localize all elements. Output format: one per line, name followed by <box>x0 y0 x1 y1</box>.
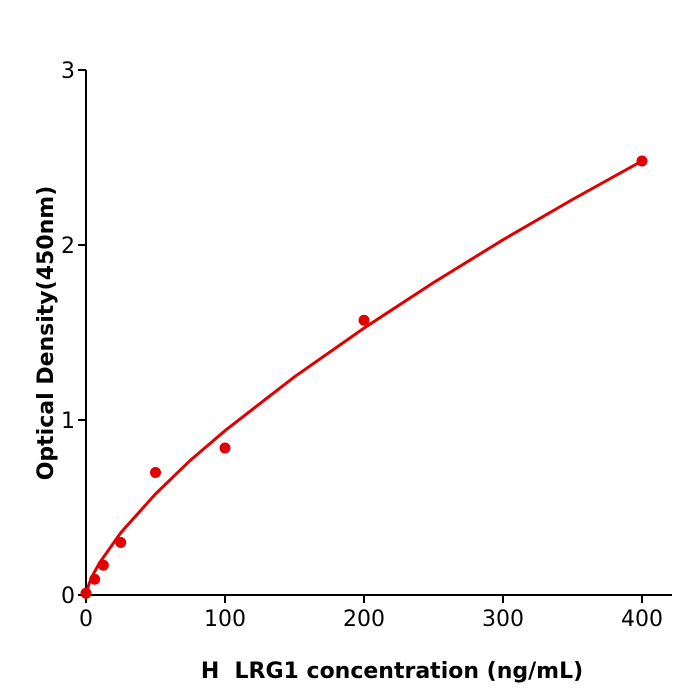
data-point <box>97 559 109 571</box>
data-point <box>115 537 127 548</box>
x-tick-label: 200 <box>343 607 385 632</box>
y-tick-label: 0 <box>61 584 75 609</box>
y-axis-label: Optical Density(450nm) <box>34 186 59 481</box>
y-tick-label: 2 <box>61 234 75 259</box>
data-point <box>219 442 231 454</box>
axes <box>85 70 672 596</box>
data-point <box>636 155 648 167</box>
y-tick-label: 1 <box>61 409 75 434</box>
x-tick-label: 0 <box>79 607 93 632</box>
x-tick-label: 400 <box>621 607 663 632</box>
data-point <box>80 587 92 599</box>
data-point <box>358 314 370 326</box>
data-point <box>150 467 161 478</box>
x-axis-label: H LRG1 concentration (ng/mL) <box>201 659 583 684</box>
data-point <box>89 573 101 585</box>
y-tick-label: 3 <box>61 59 75 84</box>
x-tick-label: 100 <box>204 607 246 632</box>
fit-curve <box>84 159 643 596</box>
x-tick-label: 300 <box>482 607 524 632</box>
